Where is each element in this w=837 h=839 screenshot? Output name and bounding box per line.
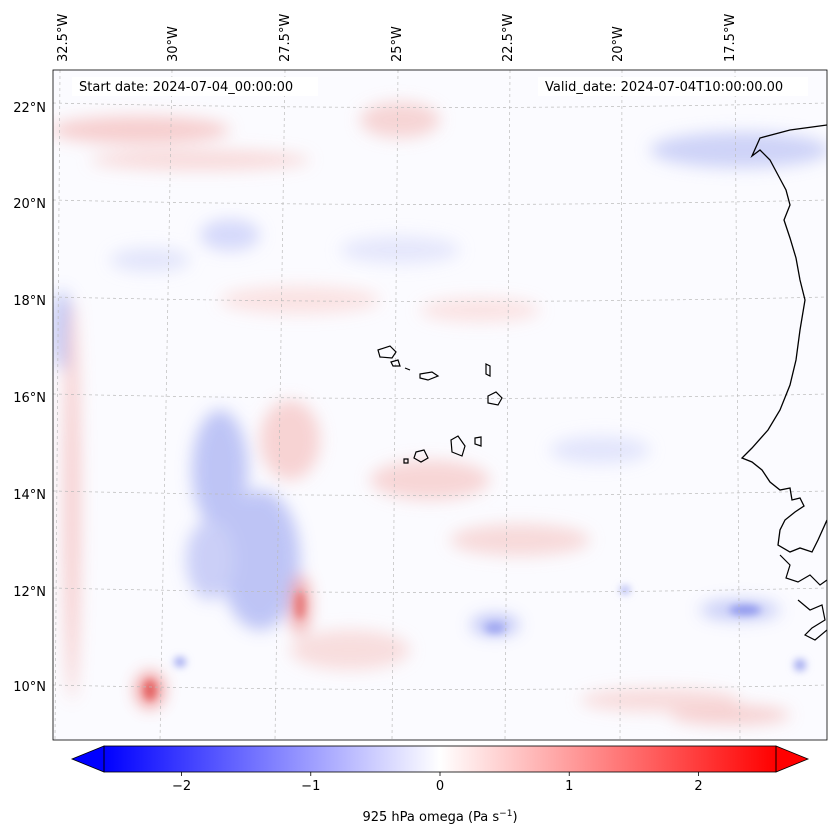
lon-label-20w: 20°W (611, 26, 626, 62)
colorbar-extend-high (775, 745, 810, 773)
lat-label-20n: 20°N (13, 197, 46, 212)
lon-label-17-5w: 17.5°W (723, 14, 738, 62)
lat-label-18n: 18°N (13, 294, 46, 309)
colorbar-gradient (104, 746, 776, 772)
lat-label-16n: 16°N (13, 391, 46, 406)
start-date-label: Start date: 2024-07-04_00:00:00 (79, 80, 293, 95)
lat-label-10n: 10°N (13, 680, 46, 695)
lat-label-22n: 22°N (13, 101, 46, 116)
colorbar-tick-label: −1 (301, 779, 320, 794)
graticule (53, 70, 827, 740)
lon-label-32-5w: 32.5°W (56, 14, 71, 62)
longitude-labels: 32.5°W 30°W 27.5°W 25°W 22.5°W 20°W 17.5… (56, 14, 738, 62)
lon-label-25w: 25°W (390, 26, 405, 62)
map-panel (52, 69, 828, 741)
header: Start date: 2024-07-04_00:00:00 Valid_da… (72, 77, 808, 96)
colorbar-extend-low (70, 745, 105, 773)
colorbar-label: 925 hPa omega (Pa s−1) (362, 809, 517, 825)
colorbar-tick-label: −2 (172, 779, 191, 794)
lon-label-27-5w: 27.5°W (278, 14, 293, 62)
africa-coastline (740, 124, 827, 553)
colorbar-tick-label: 0 (436, 779, 444, 794)
cape-verde-islands (377, 345, 503, 464)
lon-label-30w: 30°W (166, 26, 181, 62)
lat-label-14n: 14°N (13, 488, 46, 503)
colorbar-tick-label: 1 (565, 779, 573, 794)
colorbar: −2 −1 0 1 2 925 hPa omega (Pa s−1) (70, 745, 810, 825)
colorbar-tick-label: 2 (694, 779, 702, 794)
valid-date-label: Valid_date: 2024-07-04T10:00:00.00 (545, 80, 783, 95)
colorbar-ticks: −2 −1 0 1 2 (172, 772, 703, 794)
lat-label-12n: 12°N (13, 585, 46, 600)
omega-field (53, 70, 827, 740)
latitude-labels: 22°N 20°N 18°N 16°N 14°N 12°N 10°N (13, 101, 46, 695)
lon-label-22-5w: 22.5°W (501, 14, 516, 62)
